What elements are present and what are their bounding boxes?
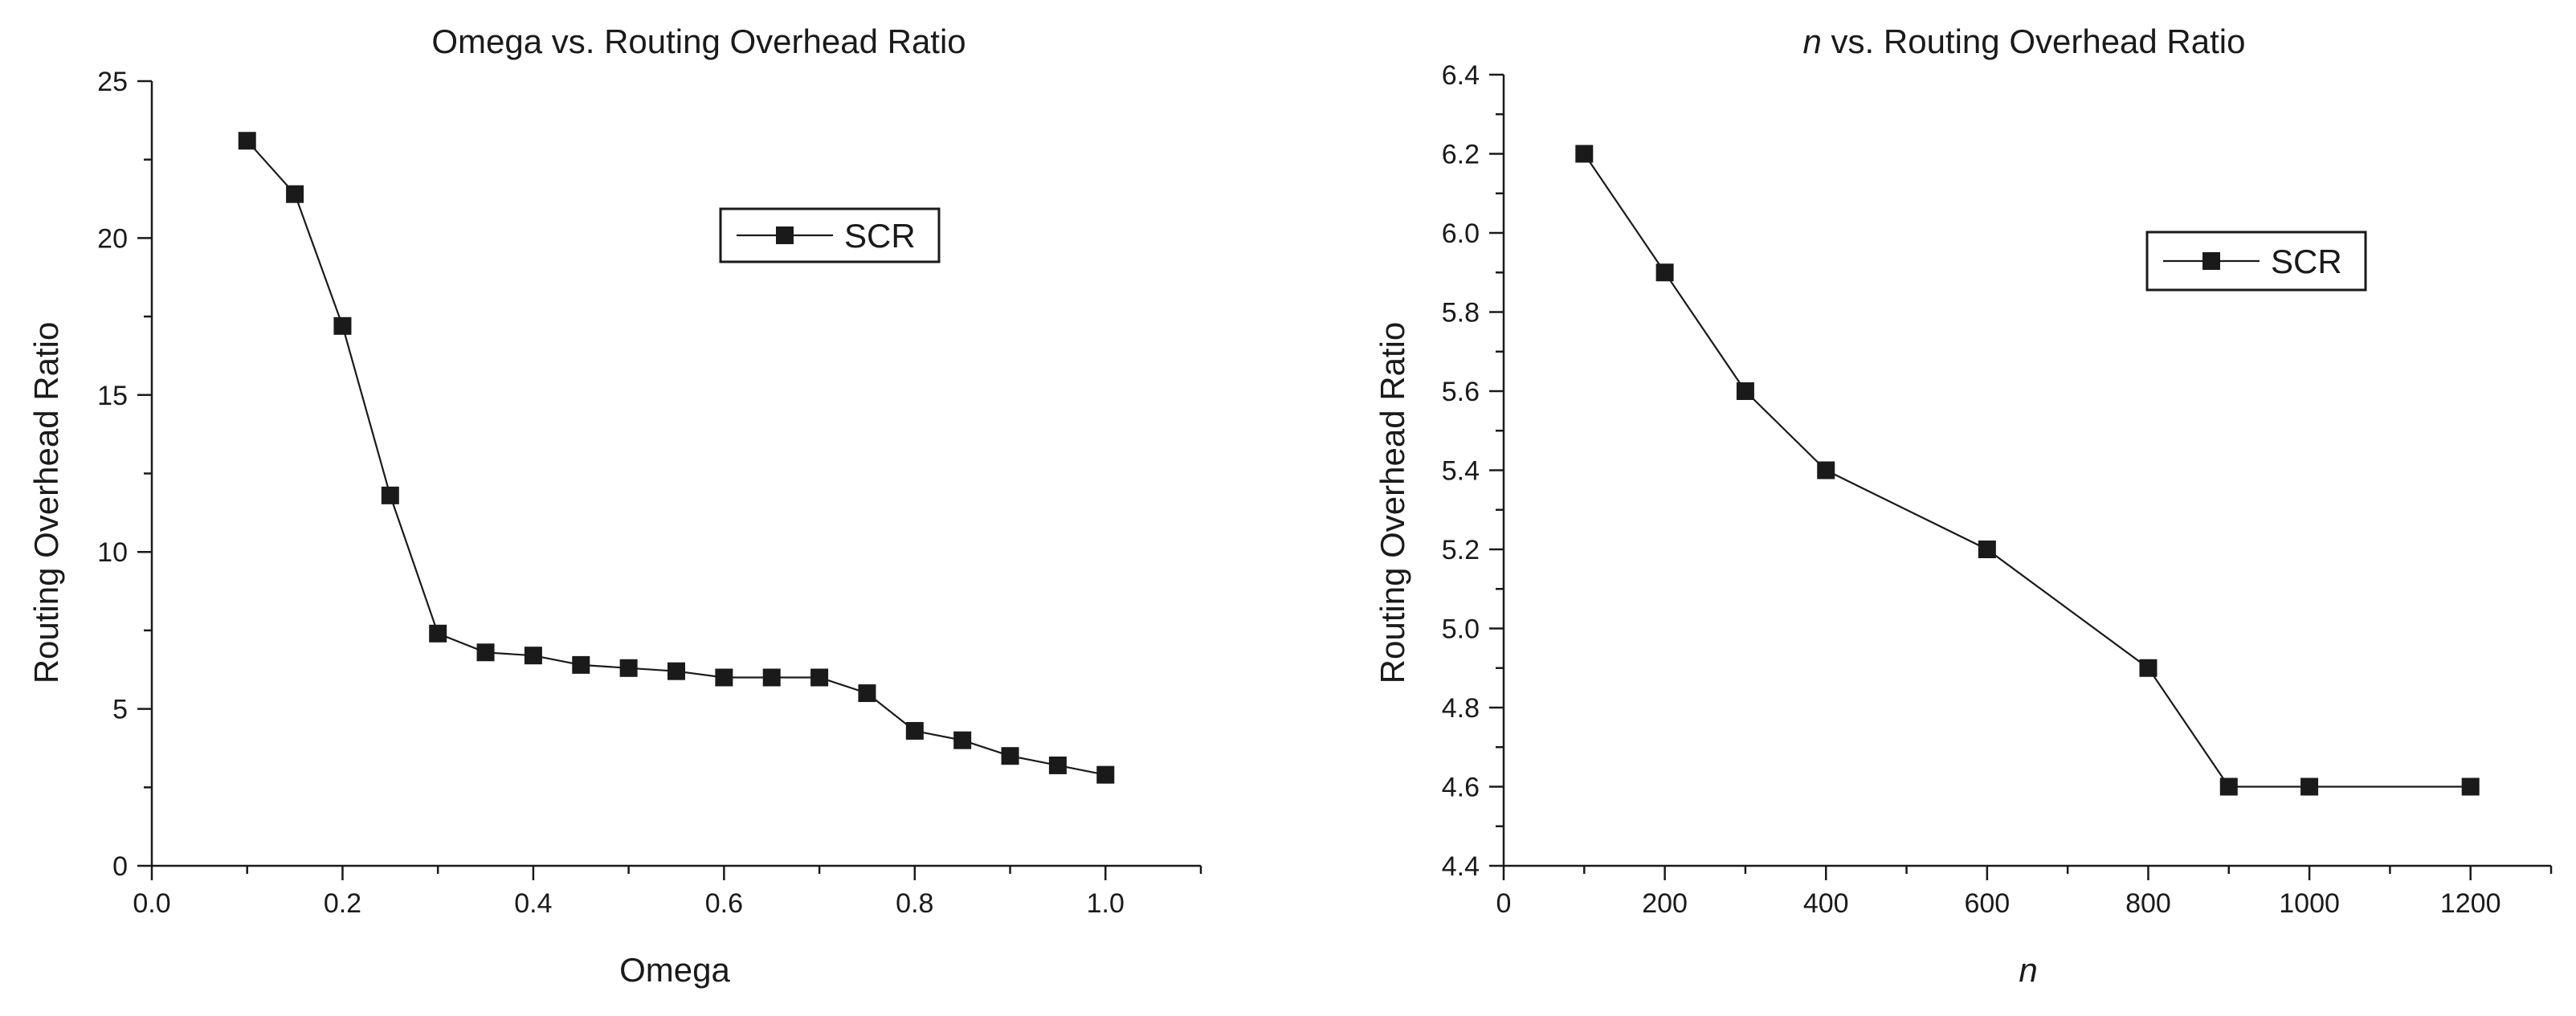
y-tick-label: 5 xyxy=(112,695,128,725)
y-tick-label: 6.4 xyxy=(1442,60,1480,91)
legend-label: SCR xyxy=(2271,243,2342,280)
y-tick-label: 4.8 xyxy=(1442,693,1480,724)
legend-marker xyxy=(2202,252,2220,270)
data-point xyxy=(333,316,352,335)
x-tick-label: 800 xyxy=(2125,888,2171,919)
data-point xyxy=(524,647,542,665)
y-tick-label: 4.4 xyxy=(1442,851,1480,882)
legend-label: SCR xyxy=(844,217,916,255)
data-point xyxy=(429,624,447,643)
y-tick-label: 5.2 xyxy=(1442,535,1480,565)
data-point xyxy=(667,662,685,680)
x-tick-label: 400 xyxy=(1803,888,1849,919)
y-tick-label: 5.8 xyxy=(1442,298,1480,328)
x-tick-label: 0.2 xyxy=(324,888,361,919)
data-point xyxy=(905,721,924,740)
data-point xyxy=(2139,659,2158,677)
data-point xyxy=(762,668,781,687)
x-tick-label: 0.4 xyxy=(514,888,552,919)
axes: 0.0 0.2 0.4 0.6 0.8 1.0 0 5 10 15 20 25 xyxy=(97,67,1202,919)
y-tick-label: 5.6 xyxy=(1442,377,1480,407)
legend-marker xyxy=(776,226,794,244)
chart-title-var: n xyxy=(1803,22,1822,60)
x-tick-label: 0 xyxy=(1496,888,1512,919)
chart-title-rest: vs. Routing Overhead Ratio xyxy=(1822,22,2246,60)
data-point xyxy=(619,659,638,677)
data-point xyxy=(953,731,972,749)
series-scr xyxy=(1575,145,2480,796)
y-tick-label: 25 xyxy=(97,67,128,97)
data-point xyxy=(1655,263,1674,282)
data-point xyxy=(1575,145,1594,163)
chart-title: n vs. Routing Overhead Ratio xyxy=(1803,22,2246,60)
y-tick-label: 6.2 xyxy=(1442,140,1480,170)
x-tick-label: 0.0 xyxy=(133,888,170,919)
y-axis-label: Routing Overhead Ratio xyxy=(1374,322,1411,684)
chart-title: Omega vs. Routing Overhead Ratio xyxy=(431,22,965,60)
data-point xyxy=(381,486,399,504)
y-axis-label: Routing Overhead Ratio xyxy=(27,322,65,684)
x-tick-label: 0.8 xyxy=(896,888,933,919)
legend: SCR xyxy=(719,207,941,263)
chart-n: n vs. Routing Overhead Ratio n Routing O… xyxy=(1374,22,2553,989)
data-point xyxy=(572,655,590,674)
data-point xyxy=(1096,765,1115,784)
data-point xyxy=(286,185,304,203)
data-point xyxy=(2300,777,2319,796)
x-tick-label: 200 xyxy=(1642,888,1688,919)
data-point xyxy=(1817,461,1835,479)
x-tick-label: 1200 xyxy=(2440,888,2501,919)
y-tick-label: 20 xyxy=(97,223,128,254)
data-point xyxy=(2461,777,2480,796)
data-point xyxy=(476,643,495,662)
data-point xyxy=(1736,382,1754,400)
y-tick-label: 5.4 xyxy=(1442,456,1480,487)
x-tick-label: 0.6 xyxy=(705,888,743,919)
data-point xyxy=(2219,777,2238,796)
data-point xyxy=(715,668,733,687)
y-tick-label: 10 xyxy=(97,537,128,568)
chart-omega: Omega vs. Routing Overhead Ratio Omega R… xyxy=(27,22,1202,989)
y-tick-label: 15 xyxy=(97,381,128,411)
data-point xyxy=(1001,747,1019,765)
legend: SCR xyxy=(2145,231,2367,292)
x-axis-label: Omega xyxy=(619,951,730,989)
x-tick-label: 1.0 xyxy=(1087,888,1125,919)
axes: 0 200 400 600 800 1000 1200 4.4 4.6 4.8 5.0 5.2 5.4 5… xyxy=(1442,60,2553,919)
series-scr xyxy=(238,132,1115,784)
data-point xyxy=(858,684,876,703)
y-tick-label: 5.0 xyxy=(1442,614,1480,645)
x-axis-label: n xyxy=(2019,951,2037,989)
y-tick-label: 0 xyxy=(112,851,128,882)
y-tick-label: 4.6 xyxy=(1442,773,1480,803)
data-point xyxy=(810,668,829,687)
data-point xyxy=(1048,756,1067,774)
x-tick-label: 600 xyxy=(1964,888,2010,919)
data-point xyxy=(1978,541,1996,558)
x-tick-label: 1000 xyxy=(2279,888,2340,919)
y-tick-label: 6.0 xyxy=(1442,218,1480,249)
data-point xyxy=(238,132,256,150)
